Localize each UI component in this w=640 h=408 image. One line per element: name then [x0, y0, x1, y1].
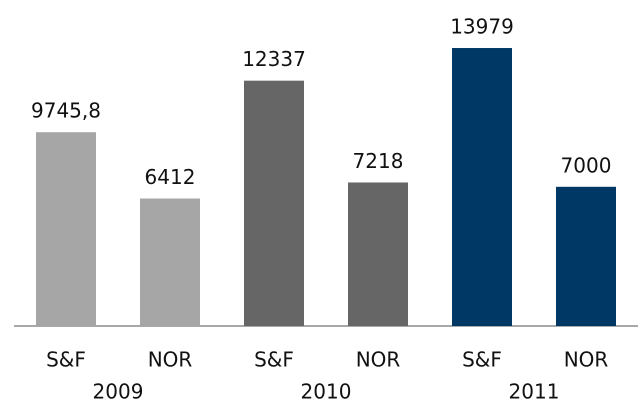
bar — [452, 48, 512, 326]
value-label: 12337 — [242, 47, 306, 71]
group-label: 2009 — [93, 380, 144, 404]
bar — [348, 182, 408, 326]
x-tick-label: S&F — [254, 348, 294, 372]
value-label: 13979 — [450, 15, 514, 39]
bar — [556, 186, 616, 326]
x-tick-label: NOR — [148, 348, 193, 372]
bar — [140, 198, 200, 326]
value-label: 7000 — [561, 153, 612, 177]
value-label: 7218 — [353, 149, 404, 173]
x-tick-label: NOR — [564, 348, 609, 372]
value-label: 6412 — [145, 165, 196, 189]
group-label: 2010 — [301, 380, 352, 404]
x-tick-label: NOR — [356, 348, 401, 372]
value-label: 9745,8 — [31, 99, 101, 123]
x-tick-label: S&F — [46, 348, 86, 372]
group-label: 2011 — [509, 380, 560, 404]
bar — [244, 80, 304, 326]
x-tick-label: S&F — [462, 348, 502, 372]
bar — [36, 132, 96, 326]
